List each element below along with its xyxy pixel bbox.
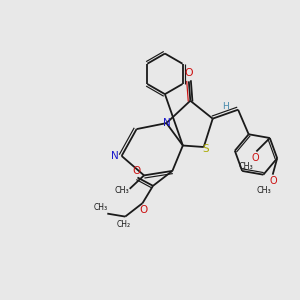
Text: CH₃: CH₃ <box>256 186 271 195</box>
Text: O: O <box>140 205 148 215</box>
Text: O: O <box>133 166 141 176</box>
Text: N: N <box>111 151 119 161</box>
Text: CH₃: CH₃ <box>238 163 253 172</box>
Text: CH₃: CH₃ <box>114 186 129 195</box>
Text: S: S <box>203 144 209 154</box>
Text: N: N <box>163 118 171 128</box>
Text: H: H <box>222 102 229 111</box>
Text: O: O <box>252 153 260 163</box>
Text: CH₂: CH₂ <box>117 220 131 229</box>
Text: CH₃: CH₃ <box>94 203 108 212</box>
Text: O: O <box>269 176 277 186</box>
Text: O: O <box>184 68 193 78</box>
